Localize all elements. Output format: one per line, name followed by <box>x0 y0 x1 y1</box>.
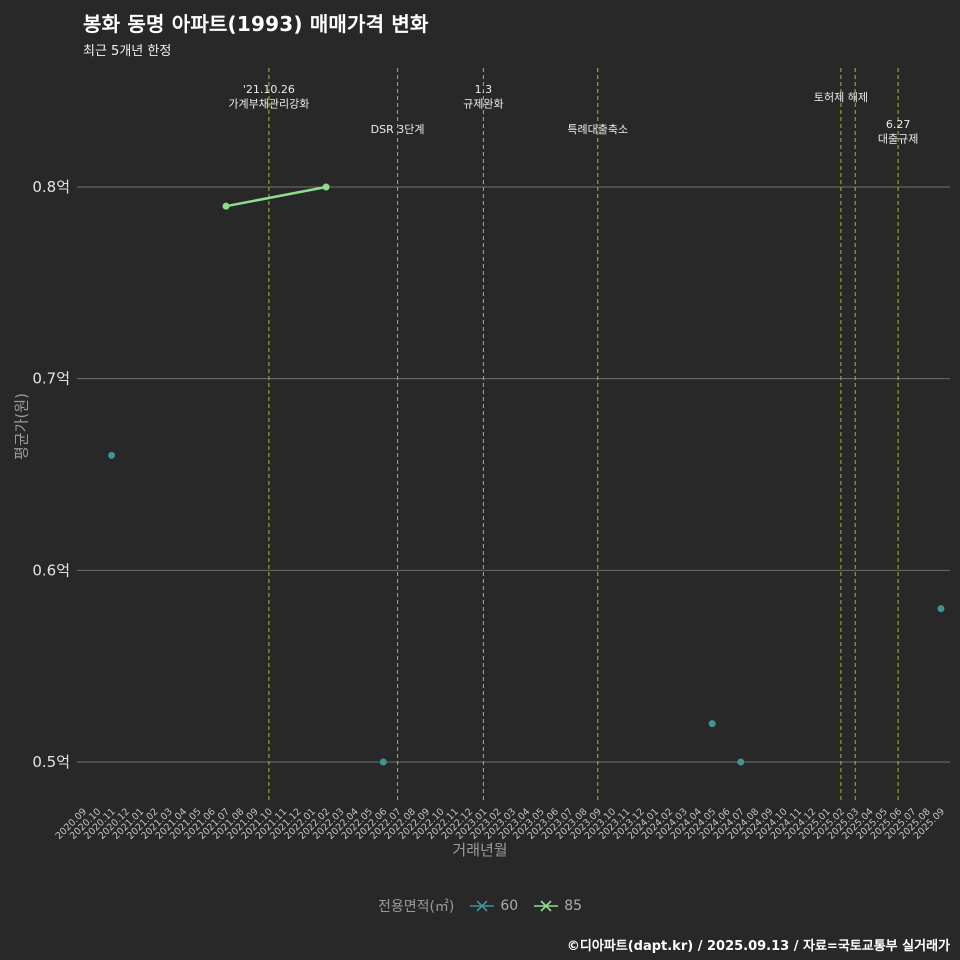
legend-item-label: 60 <box>500 898 519 914</box>
credit-footer: ©디아파트(dapt.kr) / 2025.09.13 / 자료=국토교통부 실… <box>566 939 950 954</box>
y-tick-label: 0.8억 <box>32 178 70 196</box>
event-label: DSR 3단계 <box>371 123 425 136</box>
y-tick-label: 0.7억 <box>32 370 70 388</box>
data-point-60-2022.06[interactable] <box>379 758 387 766</box>
data-point-85-2021.07[interactable] <box>222 202 230 210</box>
data-point-85-2022.02[interactable] <box>322 183 330 191</box>
data-point-60-2024.07[interactable] <box>737 758 745 766</box>
data-point-60-2020.11[interactable] <box>108 451 116 459</box>
chart-subtitle: 최근 5개년 한정 <box>83 44 172 59</box>
y-axis-label: 평균가(원) <box>12 393 31 460</box>
event-label: 가계부채관리강화 <box>228 98 309 111</box>
legend-title: 전용면적(㎡) <box>377 899 455 915</box>
legend: 전용면적(㎡) 60 85 <box>0 896 960 916</box>
event-label: 특례대출축소 <box>567 123 628 136</box>
legend-item-label: 85 <box>564 898 583 914</box>
event-label: 6.27 <box>886 118 911 131</box>
y-tick-label: 0.5억 <box>32 753 70 771</box>
series-85-marker <box>534 900 559 912</box>
x-axis-label: 거래년월 <box>452 841 508 859</box>
data-point-60-2024.05[interactable] <box>708 720 716 728</box>
data-point-60-2025.09[interactable] <box>937 605 945 613</box>
event-label: 규제완화 <box>463 98 503 111</box>
series-line-85 <box>225 185 327 208</box>
legend-item-85[interactable]: 85 <box>534 898 582 914</box>
event-label: '21.10.26 <box>243 83 295 96</box>
chart-title: 봉화 동명 아파트(1993) 매매가격 변화 <box>83 12 429 36</box>
event-label: 대출규제 <box>878 133 918 146</box>
event-label: 1.3 <box>475 83 493 96</box>
event-label: 토허제 해제 <box>814 90 868 104</box>
series-60-marker <box>470 900 495 912</box>
y-tick-label: 0.6억 <box>32 561 70 579</box>
legend-item-60[interactable]: 60 <box>470 898 518 914</box>
